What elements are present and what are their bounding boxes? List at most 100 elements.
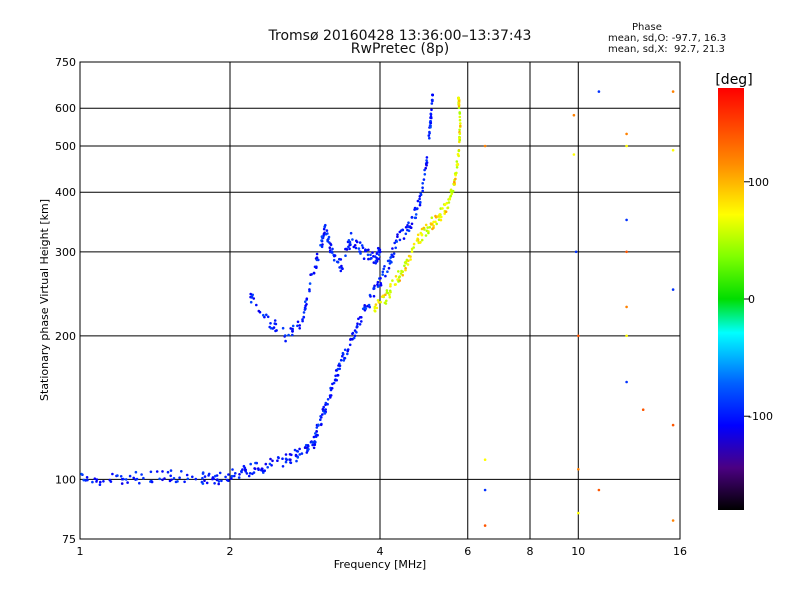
data-point (398, 230, 402, 234)
data-point (458, 111, 462, 114)
data-point (398, 275, 402, 278)
data-point (298, 453, 302, 456)
data-point (393, 241, 397, 245)
data-point (432, 224, 435, 228)
data-point (360, 320, 363, 323)
data-point (406, 225, 410, 229)
data-point (349, 338, 352, 341)
data-point (401, 228, 404, 232)
data-point (358, 241, 362, 244)
data-point (483, 144, 487, 148)
data-point (372, 294, 376, 298)
data-point (344, 254, 347, 257)
data-point (439, 218, 443, 222)
data-point (423, 173, 427, 176)
data-point (434, 220, 437, 224)
data-point (420, 238, 424, 242)
data-point (304, 300, 307, 304)
data-point (386, 270, 389, 274)
data-point (397, 270, 400, 273)
data-point (671, 423, 675, 427)
data-point (284, 453, 288, 456)
data-point (438, 213, 442, 216)
data-point (458, 115, 462, 119)
data-point (407, 221, 410, 224)
data-point (420, 233, 424, 237)
data-point (625, 144, 628, 148)
data-point (425, 156, 429, 159)
data-point (295, 459, 298, 463)
data-point (300, 452, 304, 455)
data-point (405, 258, 409, 262)
data-point (382, 267, 386, 271)
data-point (217, 480, 221, 483)
data-point (315, 256, 319, 259)
data-point (257, 309, 261, 313)
data-point (348, 247, 351, 251)
data-point (404, 261, 408, 265)
data-point (319, 423, 323, 427)
data-point (394, 275, 398, 278)
data-point (275, 329, 278, 332)
x-tick-label: 2 (227, 545, 234, 558)
data-point (245, 472, 249, 475)
data-point (237, 476, 241, 479)
phase-legend-o: mean, sd,O: -97.7, 16.3 (608, 33, 727, 44)
data-point (298, 327, 302, 330)
data-point (296, 450, 300, 453)
data-point (111, 472, 114, 476)
data-point (430, 102, 434, 105)
data-point (265, 313, 268, 317)
data-point (353, 244, 357, 247)
data-point (385, 299, 388, 303)
data-point (328, 246, 332, 249)
data-point (324, 408, 328, 411)
data-point (273, 319, 277, 322)
data-point (577, 511, 580, 515)
data-point (352, 336, 356, 340)
data-point (416, 233, 420, 237)
data-point (313, 265, 317, 269)
data-point (448, 197, 452, 201)
data-point (413, 208, 416, 211)
data-point (391, 279, 394, 282)
data-point (285, 458, 288, 461)
data-point (230, 475, 234, 478)
data-point (379, 277, 382, 280)
data-point (421, 182, 425, 185)
data-point (320, 245, 324, 249)
data-point (93, 477, 97, 481)
data-point (454, 177, 457, 181)
data-point (161, 478, 164, 482)
data-point (251, 293, 254, 297)
data-point (392, 252, 396, 255)
data-point (625, 218, 628, 222)
data-point (425, 161, 429, 164)
chart-title: Tromsø 20160428 13:36:00–13:37:43 (268, 28, 532, 44)
data-point (403, 264, 406, 268)
data-point (317, 423, 320, 427)
data-point (368, 305, 372, 309)
data-point (412, 242, 416, 246)
data-point (458, 132, 462, 135)
data-point (483, 458, 487, 462)
data-point (324, 223, 327, 227)
data-point (305, 297, 309, 301)
data-point (329, 396, 332, 399)
data-point (423, 228, 426, 231)
data-point (446, 206, 450, 209)
data-point (119, 475, 123, 478)
colorbar-tick-label: 0 (748, 293, 755, 306)
data-point (116, 474, 119, 477)
y-tick-label: 75 (62, 533, 76, 546)
data-point (322, 405, 326, 409)
data-point (320, 239, 323, 242)
data-point (420, 227, 424, 231)
data-point (384, 302, 388, 305)
data-point (305, 303, 308, 306)
data-point (400, 269, 403, 273)
data-point (311, 443, 314, 447)
data-point (200, 480, 204, 484)
data-point (416, 207, 419, 210)
data-point (338, 257, 341, 261)
